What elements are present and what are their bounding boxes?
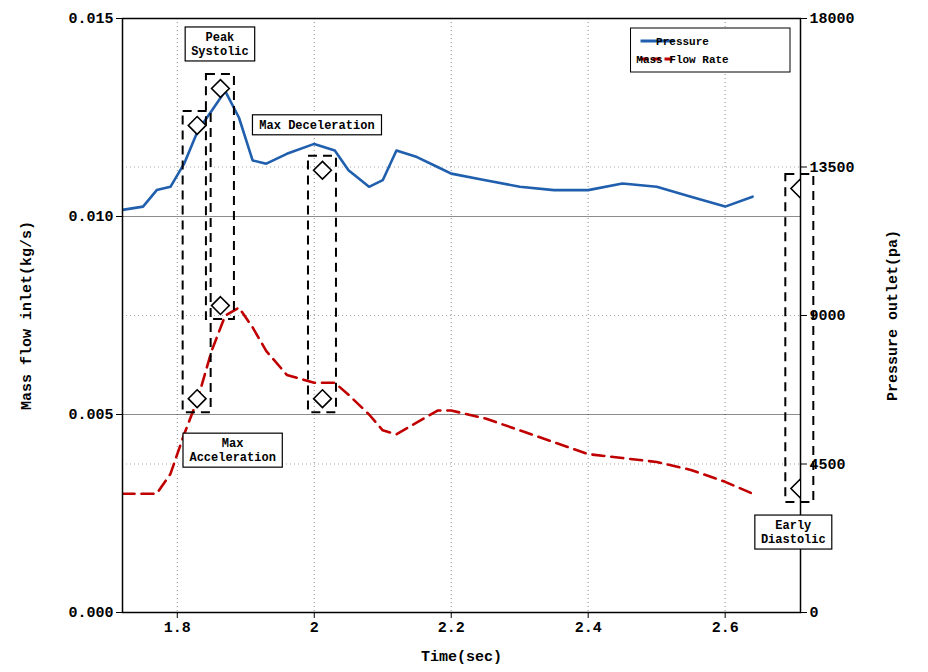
svg-text:18000: 18000: [810, 11, 855, 28]
svg-text:2.2: 2.2: [438, 620, 465, 637]
svg-text:0.010: 0.010: [68, 209, 113, 226]
svg-text:0.015: 0.015: [68, 11, 113, 28]
svg-text:Pressure: Pressure: [656, 36, 709, 48]
svg-text:2.4: 2.4: [575, 620, 602, 637]
svg-text:2.6: 2.6: [712, 620, 739, 637]
svg-text:Acceleration: Acceleration: [189, 451, 275, 465]
svg-text:Time(sec): Time(sec): [421, 649, 502, 666]
svg-text:0.005: 0.005: [68, 407, 113, 424]
svg-text:1.8: 1.8: [164, 620, 191, 637]
svg-text:9000: 9000: [810, 308, 846, 325]
svg-text:4500: 4500: [810, 457, 846, 474]
svg-text:Early: Early: [775, 519, 811, 533]
svg-text:Diastolic: Diastolic: [761, 533, 826, 547]
svg-text:0.000: 0.000: [68, 605, 113, 622]
svg-text:Mass flow inlet(kg/s): Mass flow inlet(kg/s): [19, 221, 36, 410]
svg-text:Max Deceleration: Max Deceleration: [259, 119, 374, 133]
svg-text:13500: 13500: [810, 160, 855, 177]
svg-text:Peak: Peak: [206, 31, 235, 45]
svg-text:0: 0: [810, 605, 819, 622]
svg-text:Pressure outlet(pa): Pressure outlet(pa): [885, 230, 902, 401]
svg-text:Systolic: Systolic: [191, 45, 249, 59]
svg-text:Mass Flow Rate: Mass Flow Rate: [636, 54, 729, 66]
svg-text:Max: Max: [222, 437, 244, 451]
svg-text:2: 2: [310, 620, 319, 637]
